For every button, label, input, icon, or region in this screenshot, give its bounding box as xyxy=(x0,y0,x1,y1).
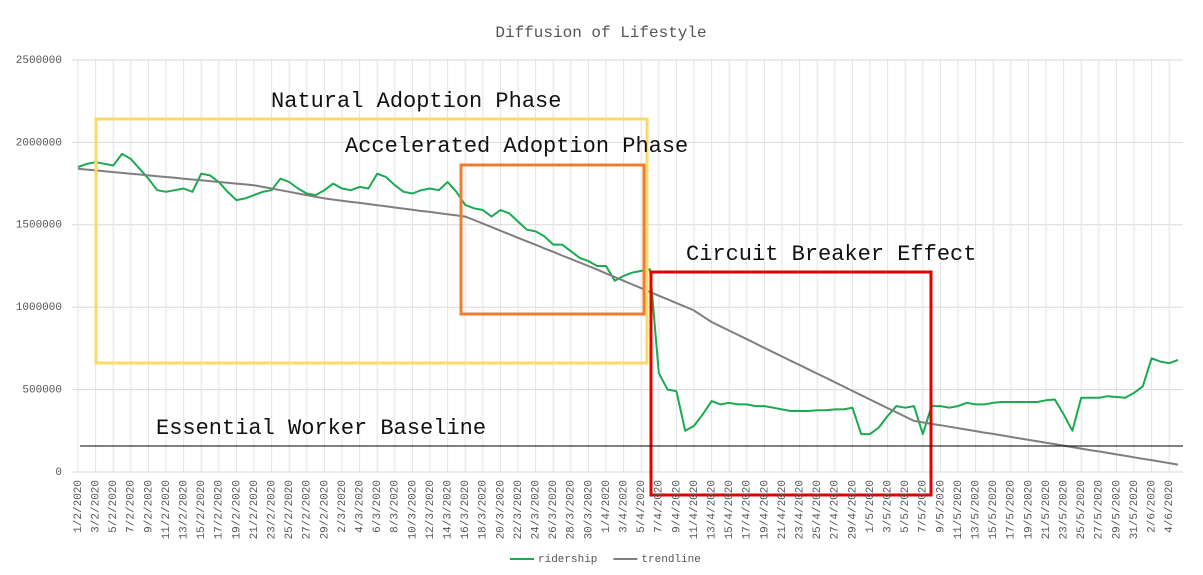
x-tick-label: 26/3/2020 xyxy=(548,480,560,539)
x-tick-label: 19/2/2020 xyxy=(231,480,243,539)
line-0 xyxy=(77,152,1179,436)
x-tick-label: 23/2/2020 xyxy=(267,480,279,539)
x-tick-label: 31/5/2020 xyxy=(1129,480,1141,539)
x-tick-label: 11/4/2020 xyxy=(689,480,701,539)
y-tick-label: 1000000 xyxy=(16,302,62,314)
x-tick-label: 13/2/2020 xyxy=(179,480,191,539)
x-tick-label: 25/5/2020 xyxy=(1076,480,1088,539)
x-tick-label: 21/2/2020 xyxy=(249,480,261,539)
x-tick-label: 14/3/2020 xyxy=(443,480,455,539)
x-tick-label: 19/5/2020 xyxy=(1023,480,1035,539)
x-tick-label: 10/3/2020 xyxy=(407,480,419,539)
x-tick-label: 2/3/2020 xyxy=(337,480,349,533)
annotation: Accelerated Adoption Phase xyxy=(345,134,688,159)
x-tick-label: 5/2/2020 xyxy=(108,480,120,533)
x-tick-label: 23/4/2020 xyxy=(795,480,807,539)
x-tick-label: 11/2/2020 xyxy=(161,480,173,539)
y-tick-label: 500000 xyxy=(22,385,62,397)
x-tick-label: 16/3/2020 xyxy=(460,480,472,539)
x-tick-label: 9/4/2020 xyxy=(671,480,683,533)
lines xyxy=(77,152,1179,466)
x-tick-label: 1/5/2020 xyxy=(865,480,877,533)
x-tick-label: 17/5/2020 xyxy=(1006,480,1018,539)
x-tick-label: 28/3/2020 xyxy=(566,480,578,539)
x-tick-label: 19/4/2020 xyxy=(759,480,771,539)
x-tick-label: 4/3/2020 xyxy=(355,480,367,533)
x-tick-label: 18/3/2020 xyxy=(478,480,490,539)
x-tick-label: 13/5/2020 xyxy=(971,480,983,539)
box-circuit xyxy=(649,270,933,497)
x-tick-label: 27/4/2020 xyxy=(830,480,842,539)
x-tick-label: 7/4/2020 xyxy=(654,480,666,533)
x-tick-label: 13/4/2020 xyxy=(707,480,719,539)
x-tick-label: 11/5/2020 xyxy=(953,480,965,539)
x-tick-label: 12/3/2020 xyxy=(425,480,437,539)
x-tick-label: 4/6/2020 xyxy=(1164,480,1176,533)
y-tick-label: 1500000 xyxy=(16,220,62,232)
x-tick-label: 5/5/2020 xyxy=(900,480,912,533)
box-accelerated xyxy=(459,163,646,316)
x-tick-label: 22/3/2020 xyxy=(513,480,525,539)
x-tick-label: 3/5/2020 xyxy=(883,480,895,533)
box-natural xyxy=(94,117,649,365)
x-tick-label: 7/2/2020 xyxy=(126,480,138,533)
x-tick-label: 8/3/2020 xyxy=(390,480,402,533)
annotation: Circuit Breaker Effect xyxy=(686,242,976,267)
legend-label: ridership xyxy=(538,554,597,566)
x-tick-label: 9/5/2020 xyxy=(935,480,947,533)
x-tick-label: 21/5/2020 xyxy=(1041,480,1053,539)
x-tick-label: 15/4/2020 xyxy=(724,480,736,539)
x-tick-label: 6/3/2020 xyxy=(372,480,384,533)
x-tick-label: 21/4/2020 xyxy=(777,480,789,539)
x-tick-label: 1/2/2020 xyxy=(73,480,85,533)
x-tick-label: 23/5/2020 xyxy=(1059,480,1071,539)
line-1 xyxy=(77,167,1179,466)
x-tick-label: 15/2/2020 xyxy=(196,480,208,539)
legend-label: trendline xyxy=(641,554,700,566)
x-tick-label: 25/2/2020 xyxy=(284,480,296,539)
x-tick-label: 29/4/2020 xyxy=(847,480,859,539)
reference-label: Essential Worker Baseline xyxy=(156,416,486,441)
x-tick-label: 9/2/2020 xyxy=(143,480,155,533)
x-tick-label: 25/4/2020 xyxy=(812,480,824,539)
x-tick-label: 3/4/2020 xyxy=(619,480,631,533)
x-tick-label: 20/3/2020 xyxy=(495,480,507,539)
y-tick-label: 0 xyxy=(55,467,62,479)
x-tick-label: 1/4/2020 xyxy=(601,480,613,533)
x-tick-label: 24/3/2020 xyxy=(531,480,543,539)
x-tick-label: 30/3/2020 xyxy=(583,480,595,539)
x-tick-label: 3/2/2020 xyxy=(91,480,103,533)
y-tick-label: 2500000 xyxy=(16,55,62,67)
annotation: Natural Adoption Phase xyxy=(271,89,561,114)
x-tick-label: 17/4/2020 xyxy=(742,480,754,539)
x-tick-label: 2/6/2020 xyxy=(1147,480,1159,533)
x-tick-label: 7/5/2020 xyxy=(918,480,930,533)
chart-title: Diffusion of Lifestyle xyxy=(495,24,706,42)
x-tick-label: 27/5/2020 xyxy=(1094,480,1106,539)
x-tick-label: 17/2/2020 xyxy=(214,480,226,539)
x-tick-label: 27/2/2020 xyxy=(302,480,314,539)
x-tick-label: 5/4/2020 xyxy=(636,480,648,533)
grid xyxy=(72,59,1183,473)
x-tick-label: 29/5/2020 xyxy=(1111,480,1123,539)
x-tick-label: 15/5/2020 xyxy=(988,480,1000,539)
y-tick-label: 2000000 xyxy=(16,137,62,149)
x-tick-label: 29/2/2020 xyxy=(319,480,331,539)
